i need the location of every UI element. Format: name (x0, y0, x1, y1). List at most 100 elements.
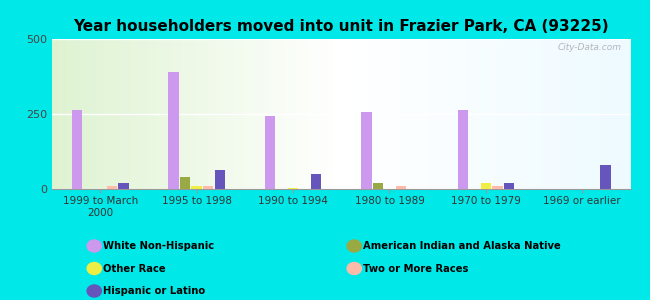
Bar (249, 39, 252, 189)
Bar (220, 39, 223, 189)
Bar (425, 39, 428, 189)
Text: American Indian and Alaska Native: American Indian and Alaska Native (363, 241, 560, 251)
Bar (504, 183, 514, 189)
Bar (413, 39, 417, 189)
Bar (281, 39, 283, 189)
Bar (578, 39, 581, 189)
Bar (246, 39, 249, 189)
Bar (451, 39, 454, 189)
Bar (517, 39, 521, 189)
Bar (202, 39, 205, 189)
Bar (387, 39, 391, 189)
Bar (118, 39, 122, 189)
Bar (122, 39, 124, 189)
Bar (549, 39, 552, 189)
Bar (234, 39, 237, 189)
Bar (191, 39, 194, 189)
Bar (428, 39, 431, 189)
Bar (243, 39, 246, 189)
Bar (359, 39, 361, 189)
Bar (509, 39, 512, 189)
Bar (628, 39, 630, 189)
Bar (587, 39, 590, 189)
Bar (604, 39, 607, 189)
Bar (619, 39, 622, 189)
Bar (288, 188, 298, 189)
Bar (307, 39, 309, 189)
Bar (434, 39, 437, 189)
Bar (523, 39, 526, 189)
Bar (211, 39, 214, 189)
Bar (469, 39, 471, 189)
Bar (315, 39, 318, 189)
Bar (165, 39, 168, 189)
Bar (353, 39, 356, 189)
Bar (454, 39, 457, 189)
Text: Two or More Races: Two or More Races (363, 263, 468, 274)
Bar (458, 110, 468, 189)
Bar (503, 39, 506, 189)
Bar (341, 39, 344, 189)
Bar (312, 39, 315, 189)
Bar (561, 39, 564, 189)
Bar (278, 39, 281, 189)
Bar (564, 39, 567, 189)
Bar (419, 39, 422, 189)
Bar (361, 112, 372, 189)
Bar (295, 39, 298, 189)
Bar (622, 39, 625, 189)
Bar (304, 39, 307, 189)
Bar (142, 39, 144, 189)
Bar (483, 39, 486, 189)
Bar (575, 39, 578, 189)
Bar (555, 39, 558, 189)
Bar (335, 39, 339, 189)
Bar (535, 39, 538, 189)
Bar (66, 39, 70, 189)
Bar (391, 39, 393, 189)
Bar (474, 39, 477, 189)
Bar (70, 39, 72, 189)
Text: Other Race: Other Race (103, 263, 165, 274)
Bar (118, 183, 129, 189)
Bar (489, 39, 491, 189)
Bar (90, 39, 92, 189)
Bar (55, 39, 58, 189)
Bar (570, 39, 573, 189)
Bar (104, 39, 107, 189)
Bar (385, 39, 387, 189)
Bar (532, 39, 535, 189)
Bar (228, 39, 231, 189)
Bar (543, 39, 547, 189)
Bar (309, 39, 312, 189)
Bar (144, 39, 148, 189)
Bar (52, 39, 55, 189)
Bar (506, 39, 509, 189)
Bar (367, 39, 370, 189)
Bar (110, 39, 112, 189)
Bar (130, 39, 133, 189)
Bar (265, 116, 275, 189)
Bar (477, 39, 480, 189)
Bar (411, 39, 413, 189)
Text: Hispanic or Latino: Hispanic or Latino (103, 286, 205, 296)
Bar (607, 39, 610, 189)
Bar (460, 39, 463, 189)
Bar (318, 39, 321, 189)
Bar (226, 39, 228, 189)
Bar (399, 39, 402, 189)
Bar (289, 39, 292, 189)
Bar (480, 183, 491, 189)
Bar (596, 39, 599, 189)
Bar (613, 39, 616, 189)
Bar (124, 39, 127, 189)
Bar (492, 186, 502, 189)
Bar (60, 39, 64, 189)
Bar (98, 39, 101, 189)
Bar (437, 39, 439, 189)
Bar (590, 39, 593, 189)
Bar (170, 39, 174, 189)
Bar (376, 39, 379, 189)
Bar (625, 39, 628, 189)
Bar (107, 39, 110, 189)
